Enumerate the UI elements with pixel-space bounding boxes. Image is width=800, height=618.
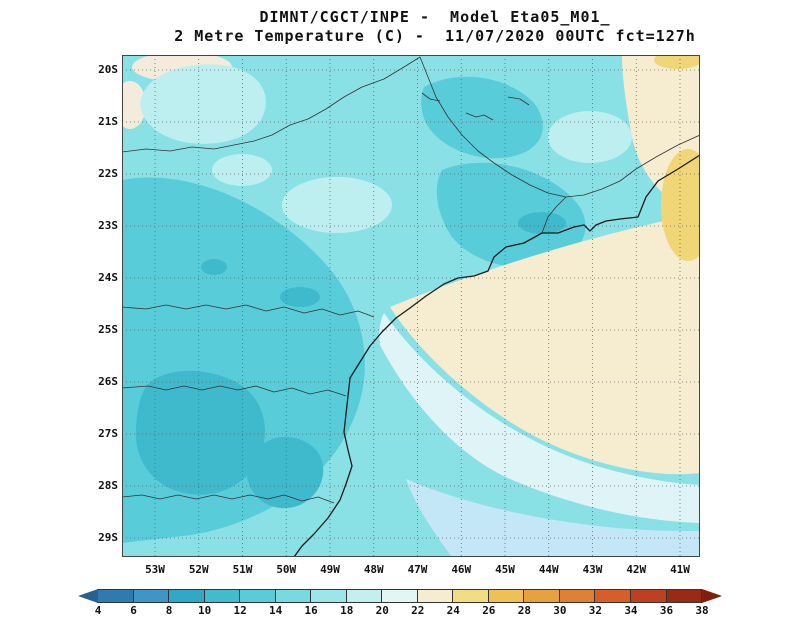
chart-title: DIMNT/CGCT/INPE - Model Eta05_M01_ [259,8,611,26]
temp-region-dark-teal [518,212,566,234]
lon-tick-label: 45W [495,563,515,576]
grid [122,55,700,557]
temp-region-light-blue-band [406,479,700,557]
colorbar-segment [452,589,489,603]
plot-area [114,51,715,558]
lon-tick-label: 50W [276,563,297,576]
lake-outline [421,92,441,102]
chart-subtitle: 2 Metre Temperature (C) - 11/07/2020 00U… [174,27,696,45]
temperature-map [114,51,715,558]
colorbar-tick-label: 20 [375,604,389,617]
lon-tick-label: 53W [145,563,165,576]
colorbar-segment [310,589,347,603]
colorbar-segment [416,589,454,603]
lat-tick-label: 24S [98,271,118,284]
state-border [419,56,701,198]
lat-tick-label: 23S [98,219,118,232]
colorbar-segment [203,589,241,603]
lat-tick-label: 20S [98,63,118,76]
state-border [121,56,421,153]
lon-tick-label: 51W [232,563,253,576]
temp-region-dark-teal [246,436,324,509]
state-border [121,385,347,397]
temp-region-pale-blue-band [379,313,700,523]
colorbar-arrow-low [78,589,98,603]
colorbar-tick-label: 18 [340,604,354,617]
lon-tick-label: 41W [670,563,690,576]
lon-tick-label: 48W [363,563,384,576]
colorbar-tick-label: 32 [588,604,603,617]
lat-tick-label: 28S [98,479,118,492]
temperature-field [114,51,715,557]
lon-tick-label: 42W [626,563,647,576]
colorbar-segment [594,589,631,603]
colorbar-tick-label: 4 [94,604,102,617]
colorbar-tick-label: 36 [659,604,674,617]
colorbar-tick-label: 34 [624,604,638,617]
colorbar-segment [132,589,170,603]
temp-region-pale-cyan [140,64,266,144]
colorbar-tick-label: 10 [197,604,212,617]
temp-region-medium-cyan [421,76,543,159]
colorbar-segment [629,589,667,603]
colorbar-segment [381,589,418,603]
colorbar-tick-label: 8 [165,604,173,617]
colorbar-tick-label: 12 [233,604,247,617]
state-border [121,494,335,504]
lat-tick-label: 26S [98,375,118,388]
colorbar-tick-label: 30 [553,604,567,617]
colorbar-tick-label: 22 [411,604,425,617]
lake-outline [507,96,530,106]
colorbar-tick-label: 14 [269,604,283,617]
plot-frame [122,55,700,557]
map-lines [121,56,701,558]
colorbar-tick-label: 28 [517,604,531,617]
colorbar-tick-label: 6 [130,604,137,617]
lat-tick-label: 27S [98,427,118,440]
colorbar-tick-label: 24 [446,604,460,617]
colorbar-segment [168,589,205,603]
lake-outline [465,112,494,121]
lat-tick-label: 29S [98,531,118,544]
lon-tick-label: 43W [582,563,603,576]
state-border [541,196,567,234]
temp-region-pale-cyan [282,177,392,233]
coastline [293,154,701,558]
temp-region-medium-cyan [436,162,586,268]
colorbar-labels: 4 6 8 10 12 14 16 18 20 22 24 26 28 30 32 34 36 38 [78,604,722,617]
temp-region-dark-teal [280,287,320,307]
state-border [121,304,375,318]
colorbar-segment [239,589,276,603]
colorbar-segment [97,589,134,603]
colorbar-arrow-high [702,589,723,603]
colorbar [78,589,723,603]
colorbar-segment [523,589,560,603]
lat-tick-label: 25S [98,323,118,336]
colorbar-segment [665,589,703,603]
colorbar-tick-label: 16 [304,604,318,617]
temp-region-dark-teal [135,370,265,495]
temp-region-pale-cyan [212,154,272,186]
colorbar-segment [345,589,383,603]
lon-tick-label: 44W [538,563,559,576]
lon-tick-label: 46W [451,563,472,576]
temp-region-dark-teal [201,259,227,275]
colorbar-tick-label: 26 [482,604,496,617]
colorbar-segment [558,589,596,603]
temp-region-pale-cyan [548,111,632,163]
colorbar-tick-label: 38 [695,604,709,617]
colorbar-segment [274,589,312,603]
lat-tick-label: 22S [98,167,118,180]
lon-tick-label: 47W [407,563,428,576]
lat-tick-label: 21S [98,115,118,128]
lon-tick-label: 52W [188,563,209,576]
lon-tick-label: 49W [320,563,340,576]
colorbar-segment [487,589,525,603]
